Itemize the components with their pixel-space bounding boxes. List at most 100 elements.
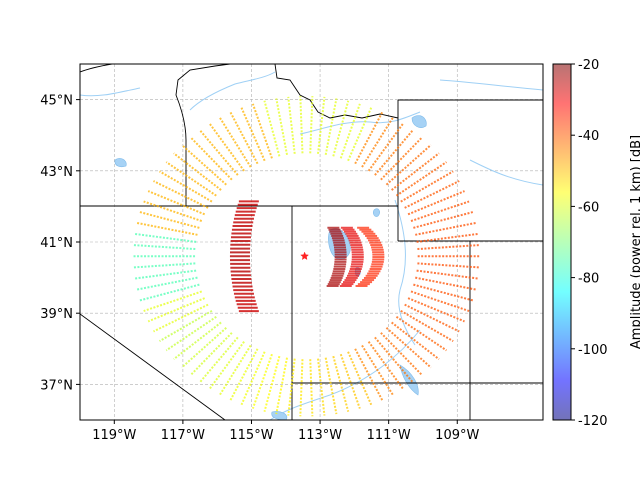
scatter-stroke	[240, 351, 266, 406]
scatter-stroke	[181, 144, 227, 186]
scatter-stroke	[275, 357, 289, 415]
source-star-marker	[300, 251, 310, 261]
scatter-stroke	[380, 332, 423, 376]
scatter-stroke	[240, 107, 266, 162]
colorbar-label: Amplitude (power rel. 1 km) [dB]	[629, 135, 640, 349]
scatter-stroke	[198, 129, 239, 176]
scatter-stroke	[407, 190, 465, 216]
y-axis-ticks: 45°N 43°N 41°N 39°N 37°N	[40, 94, 80, 393]
river-columbia	[80, 87, 141, 97]
scatter-stroke	[147, 190, 206, 216]
scatter-stroke	[165, 161, 217, 197]
amplitude-scatter	[133, 96, 480, 417]
scatter-stroke	[251, 353, 273, 409]
border-montana-bitterroot	[274, 64, 399, 119]
pyramid-lake	[114, 158, 127, 168]
scatter-stroke	[251, 103, 273, 159]
scatter-stroke	[374, 336, 414, 384]
scatter-stroke	[367, 341, 404, 390]
scatter-stroke	[361, 344, 394, 396]
scatter-stroke	[229, 348, 259, 401]
scatter-stroke	[354, 348, 384, 401]
scatter-stroke	[198, 336, 239, 384]
colorbar-ticks: -20 -40 -60 -80 -100 -120	[571, 58, 608, 429]
colorbar-tick-label: -80	[578, 272, 599, 287]
scatter-stroke	[189, 136, 233, 181]
x-tick-label: 111°W	[367, 428, 411, 443]
colorbar-tick-label: -40	[578, 129, 599, 144]
scatter-stroke	[407, 297, 465, 323]
scatter-stroke	[395, 315, 448, 352]
river-platte	[469, 159, 543, 186]
border-california-nevada	[80, 313, 226, 420]
scatter-stroke	[159, 309, 213, 343]
colorbar-tick-label: -60	[578, 200, 599, 215]
yellowstone-lake	[411, 115, 427, 128]
scatter-stroke	[361, 116, 394, 168]
scatter-stroke	[165, 315, 217, 352]
scatter-stroke	[173, 152, 222, 191]
scatter-stroke	[316, 358, 326, 416]
scatter-stroke	[153, 303, 209, 333]
water-features	[80, 71, 543, 420]
scatter-stroke	[404, 180, 460, 209]
scatter-stroke	[324, 98, 338, 156]
scatter-stroke	[299, 96, 304, 154]
scatter-stroke	[391, 321, 440, 361]
scatter-stroke	[208, 341, 245, 390]
colorbar-frame	[552, 63, 572, 421]
river-snake	[299, 111, 421, 135]
scatter-stroke	[316, 96, 326, 154]
scatter-stroke	[309, 96, 314, 154]
y-tick-label: 43°N	[40, 165, 73, 180]
scatter-stroke	[159, 170, 213, 203]
scatter-stroke	[324, 357, 338, 415]
gridlines	[80, 64, 543, 420]
scatter-stroke	[263, 100, 281, 157]
scatter-stroke	[400, 170, 454, 203]
colorbar-gradient	[553, 64, 571, 420]
scatter-stroke	[147, 297, 206, 323]
scatter-stroke	[299, 359, 304, 417]
scatter-stroke	[181, 327, 227, 369]
scatter-stroke	[385, 327, 432, 369]
scatter-stroke	[275, 98, 289, 156]
x-tick-label: 115°W	[229, 428, 273, 443]
scatter-stroke	[287, 358, 296, 416]
scatter-stroke	[229, 111, 259, 165]
scatter-stroke	[354, 111, 384, 165]
x-axis-ticks: 119°W 117°W 115°W 113°W 111°W 109°W	[92, 420, 479, 443]
y-tick-label: 45°N	[40, 94, 73, 109]
scatter-stroke	[395, 161, 448, 197]
scatter-stroke	[332, 355, 350, 412]
scatter-stroke	[218, 116, 252, 168]
x-tick-label: 109°W	[435, 428, 479, 443]
scatter-stroke	[385, 144, 432, 186]
scatter-stroke	[380, 136, 423, 181]
scatter-stroke	[339, 353, 361, 409]
bear-lake	[373, 208, 380, 217]
y-tick-label: 41°N	[40, 236, 73, 251]
scatter-stroke	[367, 122, 404, 172]
source-star	[300, 251, 310, 261]
river-colorado	[269, 329, 421, 420]
scatter-stroke	[404, 303, 460, 333]
scatter-stroke	[347, 107, 373, 162]
scatter-stroke	[339, 103, 361, 159]
scatter-stroke	[391, 152, 440, 191]
colorbar-tick-label: -100	[578, 343, 608, 358]
colorbar: -20 -40 -60 -80 -100 -120 Amplitude (power re…	[552, 58, 640, 429]
scatter-stroke	[208, 122, 245, 172]
scatter-stroke	[347, 351, 373, 406]
scatter-stroke	[218, 344, 252, 396]
colorbar-tick-label: -120	[578, 414, 608, 429]
river-north	[189, 71, 276, 111]
scatter-stroke	[189, 332, 233, 376]
x-tick-label: 119°W	[92, 428, 136, 443]
colorbar-tick-label: -20	[578, 58, 599, 73]
x-tick-label: 113°W	[298, 428, 342, 443]
border-idaho-montana	[175, 64, 231, 141]
y-tick-label: 37°N	[40, 378, 73, 393]
river-green	[394, 199, 416, 346]
